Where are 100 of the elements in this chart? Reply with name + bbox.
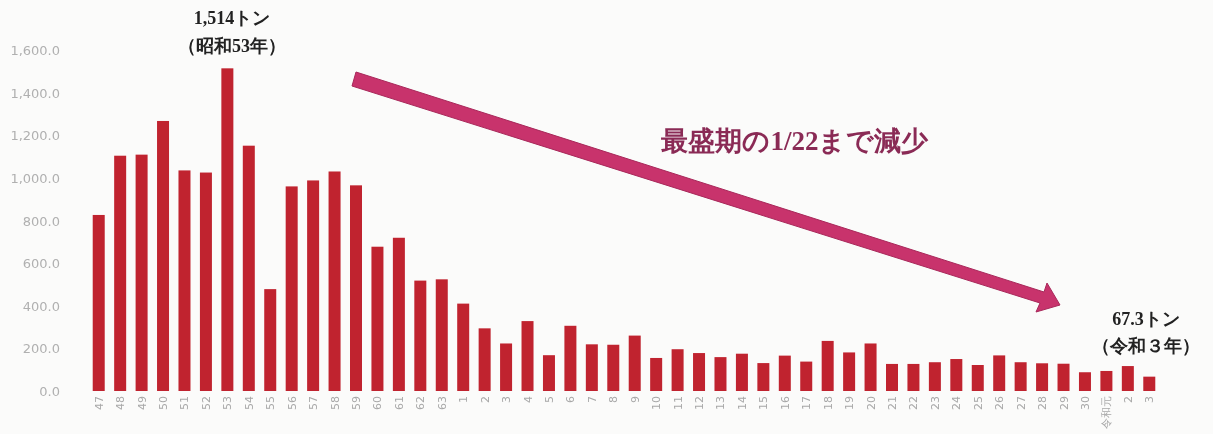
bar [1014,362,1027,391]
y-tick-label: 800.0 [22,213,60,229]
bar [1121,366,1134,391]
x-tick-label: 8 [607,396,621,403]
x-tick-label: 23 [928,396,942,410]
bar [1057,363,1070,391]
y-tick-label: 400.0 [22,298,60,314]
bar [242,145,255,391]
bar [907,363,920,391]
y-tick-label: 1,200.0 [10,128,60,144]
bar [928,362,941,391]
x-tick-label: 3 [1143,396,1157,403]
bar [478,328,491,391]
x-tick-label: 50 [157,396,171,410]
x-tick-label: 4 [521,396,535,403]
x-tick-label: 2 [478,396,492,403]
x-tick-label: 63 [435,396,449,410]
x-tick-label: 6 [564,396,578,403]
bar [864,343,877,391]
x-tick-label: 60 [371,396,385,410]
x-tick-label: 15 [757,396,771,410]
x-tick-label: 令和元 [1100,396,1114,429]
x-tick-label: 52 [199,396,213,410]
annotation: （令和３年） [1092,336,1200,356]
bar [328,171,341,391]
x-tick-label: 49 [135,396,149,410]
x-tick-label: 24 [950,396,964,410]
bar [735,353,748,391]
bar [199,172,212,391]
bar [350,185,362,391]
bar [886,363,898,391]
bar [157,120,170,391]
x-tick-label: 56 [285,396,299,410]
y-tick-label: 200.0 [22,341,60,357]
x-tick-label: 18 [821,396,835,410]
bar [178,170,191,391]
bar [264,289,277,391]
bar [821,340,834,391]
x-tick-label: 25 [971,396,985,410]
bar [564,325,577,391]
x-tick-label: 29 [1057,396,1071,410]
bar [500,343,513,391]
bar [285,186,298,391]
bar [800,361,813,391]
x-tick-label: 1 [457,396,471,403]
y-tick-label: 1,600.0 [10,43,60,58]
x-tick-label: 27 [1014,396,1028,410]
x-tick-label: 21 [886,396,899,410]
x-tick-label: 3 [500,396,514,403]
x-tick-label: 9 [628,396,642,403]
x-tick-label: 62 [414,396,428,410]
x-tick-label: 47 [92,396,106,410]
text: 1,514トン [193,8,271,28]
bar [778,355,791,391]
y-tick-label: 0.0 [39,384,60,399]
x-tick-label: 19 [843,396,857,410]
x-tick-label: 57 [307,396,321,410]
x-tick-label: 17 [800,396,814,410]
x-tick-label: 2 [1121,396,1135,403]
bar [521,321,534,391]
bar [607,344,620,391]
x-tick-label: 10 [650,396,664,410]
x-tick-label: 7 [585,396,599,403]
x-tick-label: 59 [350,396,363,410]
annotation: 最盛期の1/22まで減少 [660,126,930,156]
bar [435,279,448,391]
bar [650,357,663,391]
bar [671,349,684,391]
bar [950,359,963,391]
x-tick-label: 48 [114,396,128,410]
annotation: 67.3トン [1112,309,1180,329]
bar [307,180,320,391]
bar [757,363,770,391]
bar [714,357,727,391]
x-tick-label: 53 [221,396,235,410]
x-tick-label: 13 [714,396,728,410]
bar [114,155,127,391]
x-tick-label: 16 [778,396,792,410]
bar [1078,372,1091,391]
x-tick-label: 11 [671,396,685,410]
bar [135,154,148,391]
y-tick-label: 600.0 [22,256,60,272]
bar [457,303,470,391]
x-tick-label: 22 [907,396,921,410]
bar [693,353,706,391]
x-tick-label: 20 [864,396,878,410]
x-tick-label: 12 [693,396,707,410]
bar [628,335,641,391]
x-tick-label: 61 [392,396,406,410]
x-tick-label: 26 [993,396,1007,410]
x-tick-label: 28 [1036,396,1050,410]
bar [221,68,234,391]
annotation: （昭和53年） [178,36,286,56]
bar [542,355,555,391]
x-tick-label: 54 [242,396,256,410]
y-tick-label: 1,400.0 [10,85,60,101]
bar [92,214,105,391]
x-tick-label: 5 [542,396,556,403]
bar [993,355,1006,391]
bar [371,246,384,391]
